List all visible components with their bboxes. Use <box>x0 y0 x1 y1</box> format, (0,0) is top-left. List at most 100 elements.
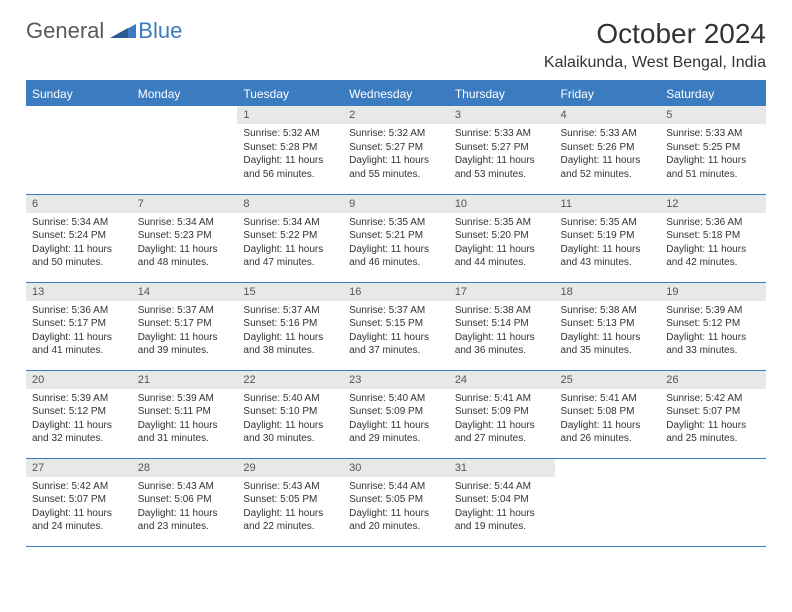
calendar-day-cell: 14Sunrise: 5:37 AMSunset: 5:17 PMDayligh… <box>132 282 238 370</box>
calendar-day-cell <box>132 106 238 194</box>
day-content: Sunrise: 5:42 AMSunset: 5:07 PMDaylight:… <box>660 389 766 452</box>
sunset-line: Sunset: 5:19 PM <box>561 229 655 243</box>
header: General Blue October 2024 Kalaikunda, We… <box>26 18 766 72</box>
calendar-day-cell: 22Sunrise: 5:40 AMSunset: 5:10 PMDayligh… <box>237 370 343 458</box>
day-number: 3 <box>449 106 555 124</box>
location: Kalaikunda, West Bengal, India <box>544 54 766 72</box>
day-content: Sunrise: 5:33 AMSunset: 5:26 PMDaylight:… <box>555 124 661 187</box>
day-number: 9 <box>343 195 449 213</box>
logo-triangle-icon <box>110 20 136 43</box>
sunrise-line: Sunrise: 5:32 AM <box>349 127 443 141</box>
day-content: Sunrise: 5:38 AMSunset: 5:14 PMDaylight:… <box>449 301 555 364</box>
daylight-line: Daylight: 11 hours and 43 minutes. <box>561 243 655 270</box>
sunset-line: Sunset: 5:14 PM <box>455 317 549 331</box>
sunset-line: Sunset: 5:12 PM <box>666 317 760 331</box>
daylight-line: Daylight: 11 hours and 46 minutes. <box>349 243 443 270</box>
daylight-line: Daylight: 11 hours and 30 minutes. <box>243 419 337 446</box>
day-content: Sunrise: 5:39 AMSunset: 5:12 PMDaylight:… <box>660 301 766 364</box>
sunset-line: Sunset: 5:21 PM <box>349 229 443 243</box>
day-number: 15 <box>237 283 343 301</box>
daylight-line: Daylight: 11 hours and 27 minutes. <box>455 419 549 446</box>
sunset-line: Sunset: 5:16 PM <box>243 317 337 331</box>
sunrise-line: Sunrise: 5:35 AM <box>455 216 549 230</box>
daylight-line: Daylight: 11 hours and 20 minutes. <box>349 507 443 534</box>
sunrise-line: Sunrise: 5:34 AM <box>138 216 232 230</box>
day-number: 14 <box>132 283 238 301</box>
sunrise-line: Sunrise: 5:33 AM <box>666 127 760 141</box>
sunset-line: Sunset: 5:04 PM <box>455 493 549 507</box>
day-content: Sunrise: 5:42 AMSunset: 5:07 PMDaylight:… <box>26 477 132 540</box>
daylight-line: Daylight: 11 hours and 25 minutes. <box>666 419 760 446</box>
day-content: Sunrise: 5:40 AMSunset: 5:10 PMDaylight:… <box>237 389 343 452</box>
day-content: Sunrise: 5:32 AMSunset: 5:28 PMDaylight:… <box>237 124 343 187</box>
sunrise-line: Sunrise: 5:32 AM <box>243 127 337 141</box>
calendar-body: 1Sunrise: 5:32 AMSunset: 5:28 PMDaylight… <box>26 106 766 546</box>
sunset-line: Sunset: 5:09 PM <box>455 405 549 419</box>
weekday-sunday: Sunday <box>26 81 132 106</box>
daylight-line: Daylight: 11 hours and 39 minutes. <box>138 331 232 358</box>
daylight-line: Daylight: 11 hours and 52 minutes. <box>561 154 655 181</box>
daylight-line: Daylight: 11 hours and 47 minutes. <box>243 243 337 270</box>
sunrise-line: Sunrise: 5:41 AM <box>561 392 655 406</box>
sunset-line: Sunset: 5:25 PM <box>666 141 760 155</box>
sunset-line: Sunset: 5:08 PM <box>561 405 655 419</box>
sunset-line: Sunset: 5:17 PM <box>138 317 232 331</box>
sunrise-line: Sunrise: 5:36 AM <box>32 304 126 318</box>
day-number: 25 <box>555 371 661 389</box>
calendar-day-cell: 17Sunrise: 5:38 AMSunset: 5:14 PMDayligh… <box>449 282 555 370</box>
logo-text-general: General <box>26 18 104 44</box>
day-number: 10 <box>449 195 555 213</box>
weekday-thursday: Thursday <box>449 81 555 106</box>
daylight-line: Daylight: 11 hours and 35 minutes. <box>561 331 655 358</box>
daylight-line: Daylight: 11 hours and 48 minutes. <box>138 243 232 270</box>
weekday-header-row: Sunday Monday Tuesday Wednesday Thursday… <box>26 81 766 106</box>
daylight-line: Daylight: 11 hours and 31 minutes. <box>138 419 232 446</box>
sunrise-line: Sunrise: 5:34 AM <box>32 216 126 230</box>
day-content: Sunrise: 5:32 AMSunset: 5:27 PMDaylight:… <box>343 124 449 187</box>
day-content: Sunrise: 5:36 AMSunset: 5:17 PMDaylight:… <box>26 301 132 364</box>
sunset-line: Sunset: 5:27 PM <box>455 141 549 155</box>
calendar-day-cell: 28Sunrise: 5:43 AMSunset: 5:06 PMDayligh… <box>132 458 238 546</box>
sunset-line: Sunset: 5:07 PM <box>666 405 760 419</box>
day-content: Sunrise: 5:39 AMSunset: 5:12 PMDaylight:… <box>26 389 132 452</box>
daylight-line: Daylight: 11 hours and 53 minutes. <box>455 154 549 181</box>
day-content: Sunrise: 5:35 AMSunset: 5:19 PMDaylight:… <box>555 213 661 276</box>
day-number: 6 <box>26 195 132 213</box>
calendar-day-cell: 15Sunrise: 5:37 AMSunset: 5:16 PMDayligh… <box>237 282 343 370</box>
day-number: 4 <box>555 106 661 124</box>
sunrise-line: Sunrise: 5:37 AM <box>349 304 443 318</box>
day-content: Sunrise: 5:35 AMSunset: 5:20 PMDaylight:… <box>449 213 555 276</box>
sunrise-line: Sunrise: 5:39 AM <box>32 392 126 406</box>
title-block: October 2024 Kalaikunda, West Bengal, In… <box>544 18 766 72</box>
sunset-line: Sunset: 5:23 PM <box>138 229 232 243</box>
calendar-day-cell: 5Sunrise: 5:33 AMSunset: 5:25 PMDaylight… <box>660 106 766 194</box>
daylight-line: Daylight: 11 hours and 24 minutes. <box>32 507 126 534</box>
day-content: Sunrise: 5:38 AMSunset: 5:13 PMDaylight:… <box>555 301 661 364</box>
day-content: Sunrise: 5:43 AMSunset: 5:06 PMDaylight:… <box>132 477 238 540</box>
weekday-monday: Monday <box>132 81 238 106</box>
sunset-line: Sunset: 5:27 PM <box>349 141 443 155</box>
sunset-line: Sunset: 5:09 PM <box>349 405 443 419</box>
calendar-week-row: 6Sunrise: 5:34 AMSunset: 5:24 PMDaylight… <box>26 194 766 282</box>
sunrise-line: Sunrise: 5:41 AM <box>455 392 549 406</box>
sunset-line: Sunset: 5:24 PM <box>32 229 126 243</box>
daylight-line: Daylight: 11 hours and 29 minutes. <box>349 419 443 446</box>
day-number: 16 <box>343 283 449 301</box>
sunrise-line: Sunrise: 5:43 AM <box>243 480 337 494</box>
calendar-day-cell: 7Sunrise: 5:34 AMSunset: 5:23 PMDaylight… <box>132 194 238 282</box>
calendar-day-cell: 29Sunrise: 5:43 AMSunset: 5:05 PMDayligh… <box>237 458 343 546</box>
calendar-day-cell: 23Sunrise: 5:40 AMSunset: 5:09 PMDayligh… <box>343 370 449 458</box>
sunrise-line: Sunrise: 5:36 AM <box>666 216 760 230</box>
day-content: Sunrise: 5:35 AMSunset: 5:21 PMDaylight:… <box>343 213 449 276</box>
day-content: Sunrise: 5:33 AMSunset: 5:25 PMDaylight:… <box>660 124 766 187</box>
day-number: 27 <box>26 459 132 477</box>
day-number: 11 <box>555 195 661 213</box>
daylight-line: Daylight: 11 hours and 50 minutes. <box>32 243 126 270</box>
sunset-line: Sunset: 5:05 PM <box>243 493 337 507</box>
calendar-day-cell: 8Sunrise: 5:34 AMSunset: 5:22 PMDaylight… <box>237 194 343 282</box>
sunset-line: Sunset: 5:10 PM <box>243 405 337 419</box>
daylight-line: Daylight: 11 hours and 56 minutes. <box>243 154 337 181</box>
calendar-day-cell: 30Sunrise: 5:44 AMSunset: 5:05 PMDayligh… <box>343 458 449 546</box>
daylight-line: Daylight: 11 hours and 37 minutes. <box>349 331 443 358</box>
day-content: Sunrise: 5:43 AMSunset: 5:05 PMDaylight:… <box>237 477 343 540</box>
